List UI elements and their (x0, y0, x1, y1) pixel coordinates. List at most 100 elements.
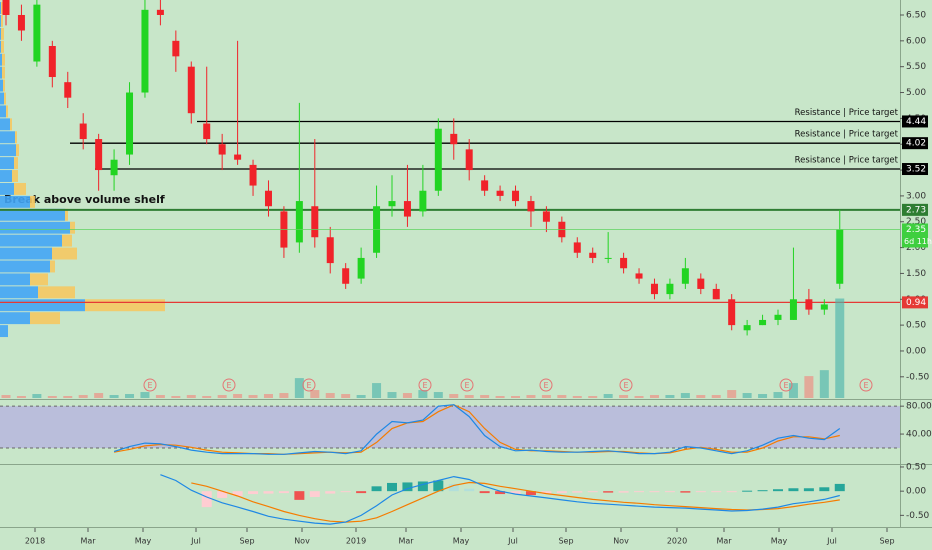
profile-down (4, 92, 6, 105)
profile-up (0, 195, 30, 208)
volume-bar (155, 395, 165, 398)
level-label: 4.02 (906, 139, 926, 149)
profile-down (62, 234, 72, 247)
volume-bar (94, 393, 104, 398)
profile-up (0, 208, 65, 221)
macd-hist (803, 488, 814, 492)
rsi-band (0, 406, 900, 449)
y-tick-label: 5.00 (906, 88, 926, 98)
macd-hist (618, 491, 629, 493)
level-text: Resistance | Price target (795, 130, 899, 140)
y-tick-label: 0.00 (906, 346, 926, 356)
macd-hist (525, 491, 536, 496)
x-tick-label: Jul (507, 537, 518, 546)
profile-up (0, 27, 1, 40)
x-tick-label: Mar (716, 537, 732, 546)
earnings-icon (859, 378, 873, 392)
macd-hist (680, 491, 691, 493)
macd-hist (834, 483, 845, 492)
macd-hist (232, 491, 243, 496)
volume-bar (341, 394, 351, 398)
earnings-icon (302, 378, 316, 392)
candle-body (326, 237, 334, 264)
candle-body (604, 257, 612, 259)
volume-bar (78, 395, 88, 398)
profile-down (1, 2, 3, 14)
candle-body (666, 283, 674, 295)
candle-body (743, 325, 751, 331)
profile-down (1, 14, 3, 27)
volume-bar (634, 396, 644, 398)
candle-body (589, 252, 597, 258)
x-tick-label: 2018 (25, 537, 45, 546)
candle-body (728, 299, 736, 326)
candle-body (357, 257, 365, 279)
candle-body (650, 283, 658, 295)
volume-bar (804, 376, 814, 398)
profile-down (30, 273, 48, 286)
volume-bar (279, 393, 289, 398)
macd-hist (479, 491, 490, 494)
candle-body (126, 92, 134, 155)
level-label: 0.94 (906, 298, 926, 308)
x-tick-label: May (771, 537, 788, 546)
y-tick-label: 3.00 (906, 191, 926, 201)
macd-hist (278, 491, 289, 494)
volume-bar (16, 396, 26, 398)
profile-down (16, 144, 19, 157)
profile-up (0, 40, 1, 53)
volume-bar (171, 396, 181, 398)
macd-hist (248, 491, 259, 495)
earnings-label: E (306, 381, 311, 390)
candle-body (2, 0, 10, 15)
macd-hist (371, 486, 382, 492)
volume-bar (819, 370, 829, 398)
candle-body (635, 273, 643, 279)
volume-bar (140, 392, 150, 398)
x-tick-label: Nov (613, 537, 629, 546)
volume-bar (526, 395, 536, 398)
x-tick-label: 2020 (667, 537, 687, 546)
candle-body (264, 190, 272, 207)
profile-up (0, 131, 15, 144)
x-tick-label: Nov (294, 537, 310, 546)
candle-body (203, 123, 211, 140)
earnings-label: E (147, 381, 152, 390)
macd-hist (742, 490, 753, 492)
candle-body (836, 229, 844, 284)
profile-down (38, 286, 75, 299)
volume-bar (449, 394, 459, 398)
macd-signal (191, 481, 840, 523)
macd-hist (495, 491, 506, 495)
candle-body (342, 268, 350, 284)
y-tick-label: 0.00 (906, 487, 926, 497)
y-tick-label: 6.50 (906, 10, 926, 20)
volume-bar (310, 390, 320, 398)
x-tick-label: May (135, 537, 152, 546)
candle-body (820, 304, 828, 310)
earnings-icon (779, 378, 793, 392)
profile-down (1, 40, 4, 53)
profile-up (0, 273, 30, 286)
y-tick-label: 40.00 (906, 430, 932, 440)
earnings-icon (143, 378, 157, 392)
candle-body (697, 278, 705, 289)
volume-bar (418, 390, 428, 398)
profile-up (0, 286, 38, 299)
macd-hist (309, 491, 320, 497)
volume-bar (603, 394, 613, 398)
candle-body (249, 164, 257, 186)
level-box (902, 137, 928, 150)
volume-bar (47, 396, 57, 398)
candle-body (33, 4, 41, 62)
volume-bar (402, 393, 412, 398)
profile-up (0, 53, 2, 66)
x-tick-label: Sep (558, 537, 573, 546)
candle-body (805, 299, 813, 310)
volume-bar (696, 395, 706, 398)
profile-up (0, 247, 52, 260)
volume-bar (649, 395, 659, 398)
volume-bar (372, 383, 382, 398)
profile-down (3, 79, 5, 92)
candle-body (434, 128, 442, 191)
